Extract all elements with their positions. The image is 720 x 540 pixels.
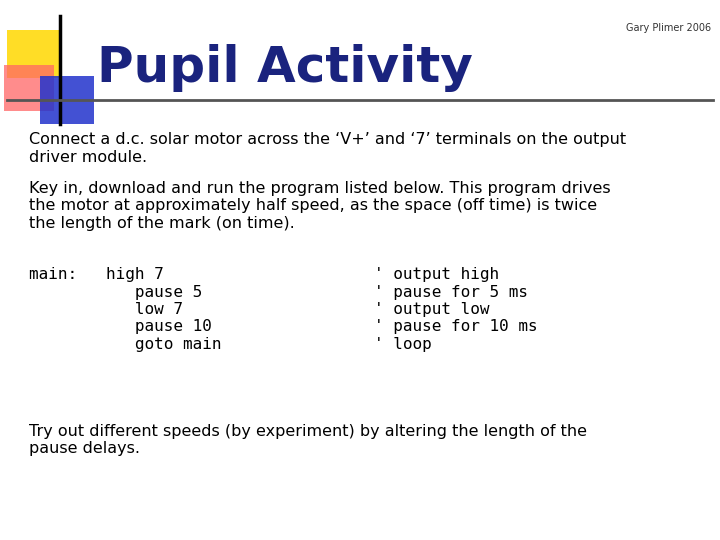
Text: Connect a d.c. solar motor across the ‘V+’ and ‘7’ terminals on the output
drive: Connect a d.c. solar motor across the ‘V… [29, 132, 626, 165]
Text: Pupil Activity: Pupil Activity [97, 44, 473, 91]
Text: main:   high 7
           pause 5
           low 7
           pause 10
         : main: high 7 pause 5 low 7 pause 10 [29, 267, 221, 352]
Text: ' output high
' pause for 5 ms
' output low
' pause for 10 ms
' loop: ' output high ' pause for 5 ms ' output … [374, 267, 538, 352]
Text: Try out different speeds (by experiment) by altering the length of the
pause del: Try out different speeds (by experiment)… [29, 424, 587, 456]
Text: Key in, download and run the program listed below. This program drives
the motor: Key in, download and run the program lis… [29, 181, 611, 231]
Text: Gary Plimer 2006: Gary Plimer 2006 [626, 23, 711, 33]
